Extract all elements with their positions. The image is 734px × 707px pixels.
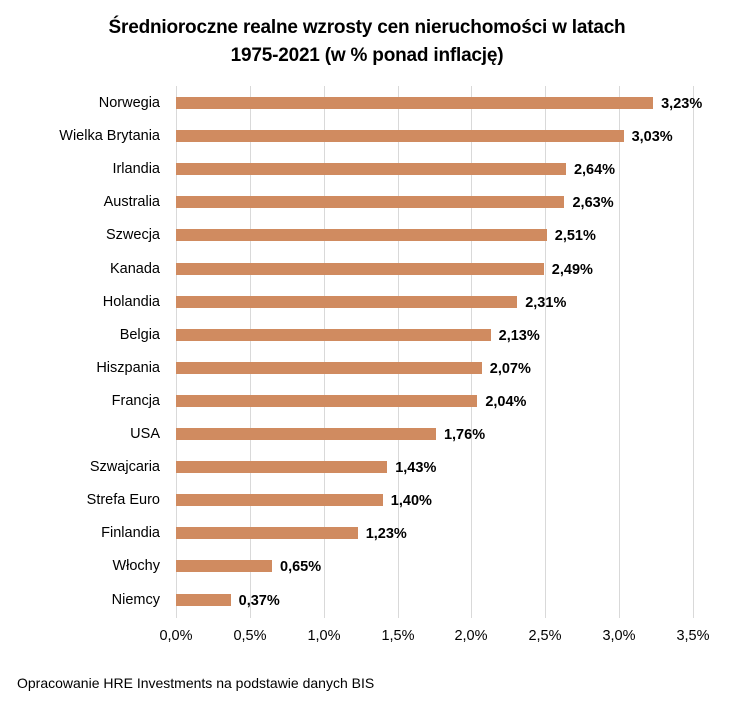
value-label: 3,23% bbox=[661, 96, 703, 112]
bar bbox=[176, 494, 383, 507]
category-label: Szwajcaria bbox=[89, 459, 160, 476]
category-label: Holandia bbox=[102, 293, 160, 310]
value-label: 2,04% bbox=[485, 393, 527, 410]
gridline bbox=[693, 86, 694, 618]
gridline bbox=[398, 86, 399, 618]
x-tick-label: 1,5% bbox=[381, 628, 415, 644]
bar bbox=[176, 328, 491, 341]
gridline bbox=[619, 86, 620, 618]
bar bbox=[176, 97, 654, 109]
x-tick-label: 3,0% bbox=[602, 628, 636, 644]
bar bbox=[176, 262, 544, 275]
x-tick-label: 3,5% bbox=[676, 628, 710, 644]
bar bbox=[176, 196, 565, 209]
bar bbox=[176, 229, 547, 242]
category-label: Wielka Brytania bbox=[59, 128, 160, 145]
value-label: 3,03% bbox=[631, 129, 673, 146]
value-label: 1,40% bbox=[390, 493, 432, 510]
category-label: Norwegia bbox=[98, 95, 160, 111]
chart-title-line-1: Średnioroczne realne wzrosty cen nieruch… bbox=[108, 17, 626, 38]
category-label: Francja bbox=[111, 392, 160, 409]
gridline bbox=[324, 86, 325, 618]
value-label: 2,51% bbox=[554, 228, 596, 245]
bar bbox=[176, 295, 518, 308]
x-tick-label: 2,0% bbox=[454, 628, 488, 644]
chart-title-line-2: 1975-2021 (w % ponad inflację) bbox=[230, 45, 504, 66]
bar bbox=[176, 560, 272, 573]
gridline bbox=[176, 86, 177, 618]
category-label: Irlandia bbox=[112, 161, 160, 178]
bar bbox=[176, 461, 388, 474]
category-label: Australia bbox=[103, 194, 160, 211]
value-label: 2,31% bbox=[525, 294, 567, 311]
bar bbox=[176, 593, 231, 606]
category-label: Niemcy bbox=[111, 591, 160, 608]
value-label: 0,37% bbox=[238, 592, 280, 609]
gridline bbox=[471, 86, 472, 618]
value-label: 2,63% bbox=[572, 195, 614, 212]
x-tick-label: 2,5% bbox=[528, 628, 562, 644]
category-label: Włochy bbox=[112, 558, 160, 575]
value-label: 2,64% bbox=[573, 162, 616, 179]
gridline bbox=[250, 86, 251, 618]
category-label: USA bbox=[130, 426, 160, 442]
value-label: 2,07% bbox=[489, 360, 531, 377]
gridline bbox=[545, 86, 546, 618]
value-label: 0,65% bbox=[280, 559, 322, 576]
bar bbox=[176, 394, 478, 407]
x-tick-label: 1,0% bbox=[307, 628, 341, 644]
x-tick-label: 0,0% bbox=[159, 628, 193, 644]
category-label: Kanada bbox=[110, 260, 160, 277]
value-label: 2,49% bbox=[551, 261, 593, 278]
chart-title: Średnioroczne realne wzrosty cen nieruch… bbox=[0, 14, 734, 70]
x-tick-label: 0,5% bbox=[233, 628, 267, 644]
value-label: 2,13% bbox=[498, 327, 540, 344]
category-label: Strefa Euro bbox=[86, 492, 160, 509]
source-note: Opracowanie HRE Investments na podstawie… bbox=[17, 675, 375, 691]
bar bbox=[176, 361, 482, 374]
value-label: 1,23% bbox=[365, 526, 407, 543]
bar bbox=[176, 163, 566, 176]
bar bbox=[176, 130, 624, 143]
bar bbox=[176, 428, 436, 440]
value-label: 1,76% bbox=[443, 427, 486, 443]
category-label: Finlandia bbox=[101, 525, 160, 542]
value-label: 1,43% bbox=[395, 460, 437, 477]
category-label: Szwecja bbox=[106, 227, 160, 244]
category-label: Belgia bbox=[119, 326, 160, 343]
category-label: Hiszpania bbox=[96, 359, 160, 376]
bar bbox=[176, 527, 358, 540]
